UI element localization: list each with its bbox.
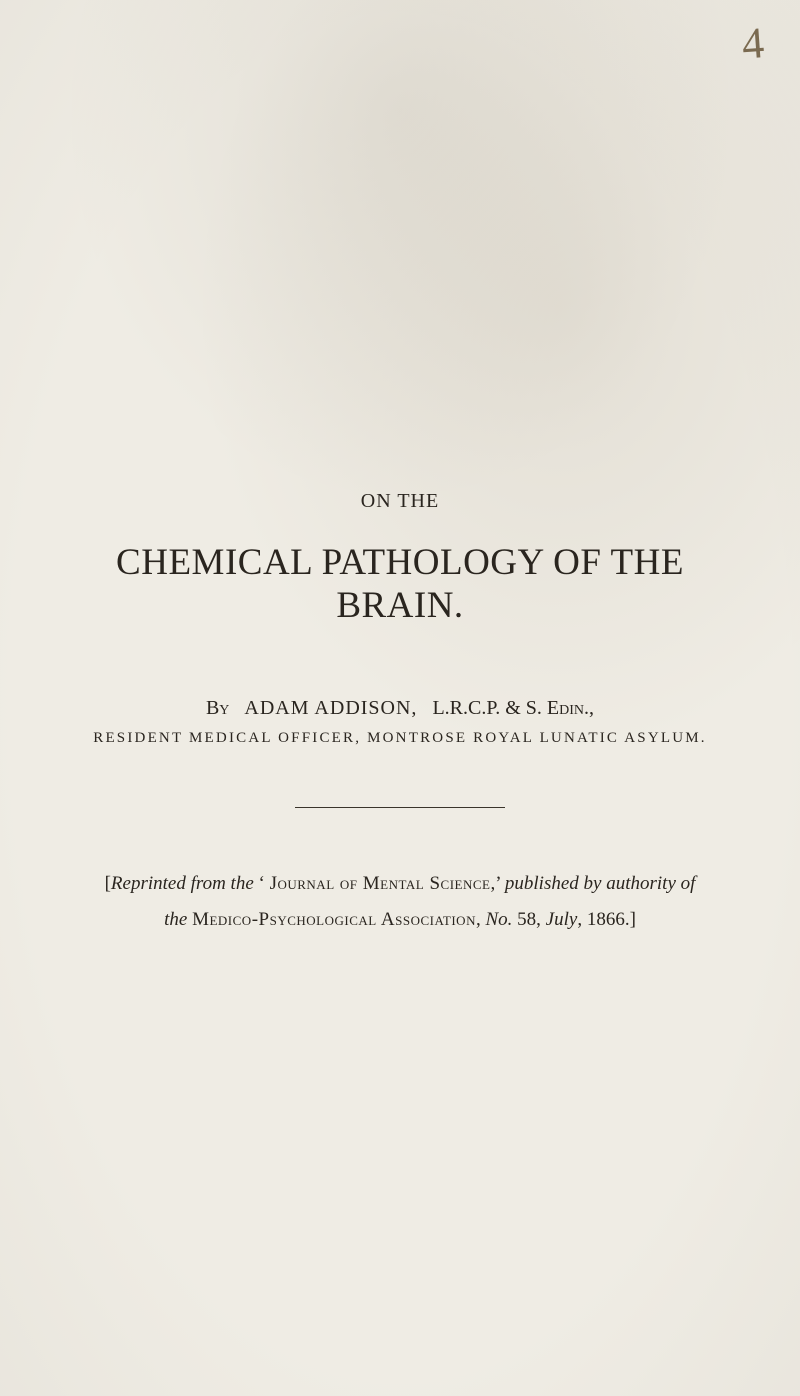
- association-name: Medico-Psychological Association: [192, 909, 476, 930]
- main-title: CHEMICAL PATHOLOGY OF THE BRAIN.: [70, 541, 730, 627]
- issue-month: July: [546, 909, 578, 930]
- issue-year: , 1866.]: [577, 909, 636, 930]
- author-by: By: [206, 697, 229, 719]
- reprint-text: ‘: [254, 873, 270, 894]
- issue-no: 58,: [512, 909, 545, 930]
- pretitle: ON THE: [70, 490, 730, 513]
- reprint-note: [Reprinted from the ‘ Journal of Mental …: [70, 866, 730, 938]
- author-role: RESIDENT MEDICAL OFFICER, MONTROSE ROYAL…: [70, 730, 730, 747]
- journal-name: Journal of Mental Science: [270, 873, 491, 894]
- horizontal-rule: [295, 807, 505, 808]
- reprint-text: ,’: [490, 873, 504, 894]
- issue-no-label: No.: [485, 909, 512, 930]
- reprint-text: Reprinted from the: [111, 873, 254, 894]
- author-credentials: L.R.C.P. & S. Edin.,: [432, 697, 594, 719]
- reprint-text: the: [164, 909, 187, 930]
- reprint-text: published by authority of: [505, 873, 696, 894]
- author-line: By ADAM ADDISON, L.R.C.P. & S. Edin.,: [70, 697, 730, 720]
- author-name: ADAM ADDISON,: [244, 697, 417, 719]
- title-page: ON THE CHEMICAL PATHOLOGY OF THE BRAIN. …: [0, 0, 800, 1396]
